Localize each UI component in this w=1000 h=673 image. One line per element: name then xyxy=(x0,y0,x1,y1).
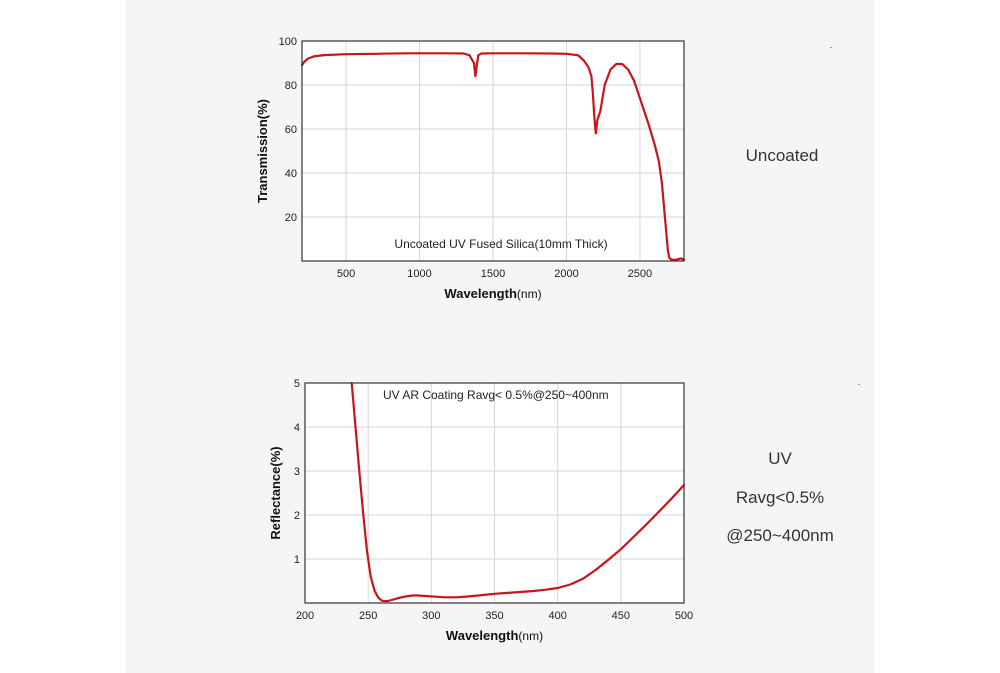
chart-title: Uncoated UV Fused Silica(10mm Thick) xyxy=(394,237,607,251)
y-axis-title: Transmission(%) xyxy=(255,99,270,203)
side-label-ravg: Ravg<0.5% xyxy=(735,488,825,507)
y-tick-label: 1 xyxy=(294,554,300,566)
plot-frame xyxy=(301,40,685,262)
x-tick-label: 2000 xyxy=(554,268,578,280)
x-axis-title: Wavelength(nm) xyxy=(444,286,541,301)
stray-mark xyxy=(830,47,832,48)
chart-2: 200 250 300 350 400 450 500 1 2 3 4 5 Wavelength(nm)… xyxy=(268,378,693,643)
data-curve xyxy=(300,52,686,261)
y-tick-label: 3 xyxy=(294,466,300,478)
x-tick-label: 450 xyxy=(612,610,630,622)
x-tick-label: 250 xyxy=(359,610,377,622)
x-tick-label: 200 xyxy=(296,610,314,622)
side-label-uv: UV xyxy=(768,449,792,468)
x-tick-label: 2500 xyxy=(628,268,652,280)
chart-title: UV AR Coating Ravg< 0.5%@250~400nm xyxy=(383,388,609,402)
x-tick-label: 350 xyxy=(485,610,503,622)
x-tick-label: 500 xyxy=(337,268,355,280)
side-label-range: @250~400nm xyxy=(726,526,834,545)
y-tick-label: 2 xyxy=(294,510,300,522)
stray-mark xyxy=(858,384,860,385)
x-tick-label: 500 xyxy=(675,610,693,622)
side-label-uncoated: Uncoated xyxy=(745,146,819,165)
data-curve xyxy=(350,381,686,603)
chart-1: 500 1000 1500 2000 2500 20 40 60 80 100 Wavelength… xyxy=(255,36,686,301)
x-tick-label: 400 xyxy=(548,610,566,622)
y-tick-label: 60 xyxy=(285,124,297,136)
x-tick-label: 300 xyxy=(422,610,440,622)
plot-frame xyxy=(304,382,685,604)
x-tick-label: 1000 xyxy=(407,268,431,280)
y-tick-label: 100 xyxy=(279,36,297,48)
y-tick-label: 80 xyxy=(285,80,297,92)
y-axis-title: Reflectance(%) xyxy=(268,446,283,539)
y-tick-label: 4 xyxy=(294,422,300,434)
x-tick-label: 1500 xyxy=(481,268,505,280)
y-tick-label: 20 xyxy=(285,212,297,224)
y-tick-label: 40 xyxy=(285,168,297,180)
y-tick-label: 5 xyxy=(294,378,300,390)
x-axis-title: Wavelength(nm) xyxy=(446,628,543,643)
